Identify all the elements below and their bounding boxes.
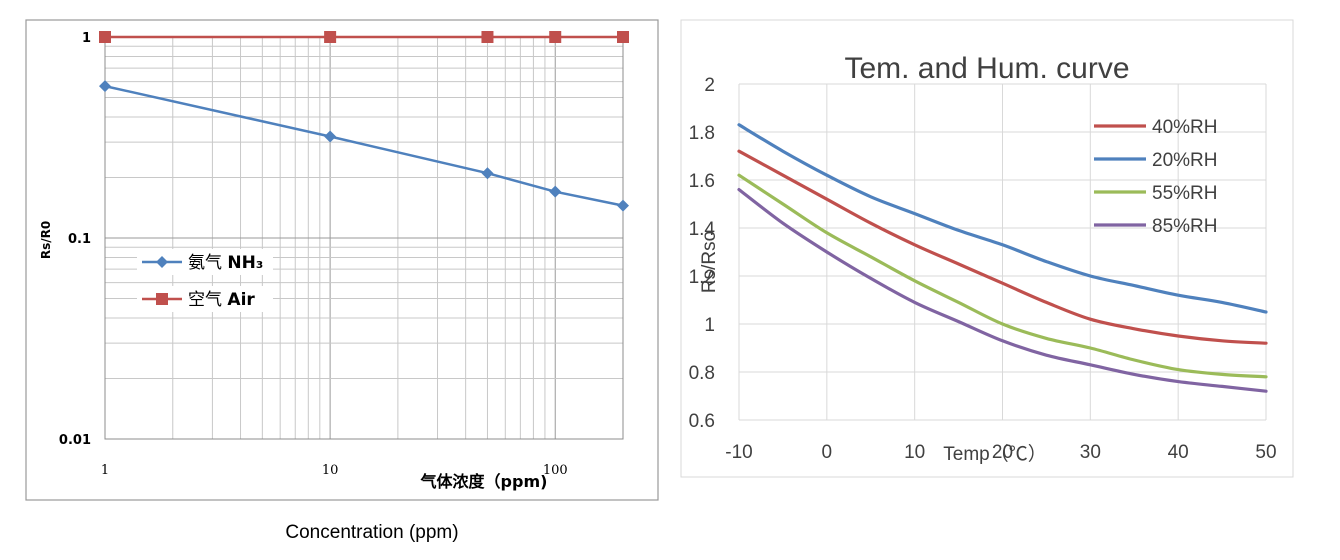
chart-temp-humidity: -10 0 10 20 30 40 50 2 1.8 1.6 1.4 1.2 1 0.8 0.6 Tem. …: [680, 19, 1294, 478]
legend-label-20pct-rh: 20%RH: [1152, 150, 1217, 171]
legend-marker: [156, 256, 168, 268]
chart-temp-grid: [738, 83, 1267, 421]
data-point-air: [324, 31, 337, 43]
legend-label-55pct-rh: 55%RH: [1152, 183, 1217, 204]
chart-nh3-y-axis-label: Rs/R0: [39, 221, 53, 259]
series-line-40pct-rh: [737, 149, 1268, 345]
x-tick-label: -10: [725, 442, 752, 463]
y-tick-label: 1: [704, 315, 715, 336]
y-tick-label: 0.1: [68, 232, 91, 247]
x-tick-label: 30: [1080, 442, 1101, 463]
x-tick-label: 0: [822, 442, 833, 463]
data-point-nh3: [549, 185, 562, 198]
series-line-85pct-rh: [737, 188, 1268, 393]
chart-nh3: 1 10 100 1 0.1 0.01 Rs/R0 气体浓度（ppm) 氨气 NH₃ 空气 …: [25, 19, 659, 501]
y-tick-label: 1.4: [689, 219, 716, 240]
y-tick-label: 1: [82, 31, 91, 46]
chart-temp-frame: [680, 19, 1294, 478]
data-point-nh3: [481, 167, 494, 180]
x-tick-label: 1: [101, 463, 109, 478]
chart-nh3-legend: 氨气 NH₃ 空气 Air: [137, 249, 273, 312]
chart-nh3-frame: [25, 19, 659, 501]
data-point-nh3: [617, 199, 629, 212]
x-tick-label: 10: [904, 442, 925, 463]
y-tick-label: 2: [704, 75, 715, 96]
chart-temp-tick-labels: -10 0 10 20 30 40 50 2 1.8 1.6 1.4 1.2 1 0.8 0.6: [689, 75, 1277, 463]
y-tick-label: 0.8: [689, 363, 715, 384]
legend-label-nh3: 氨气 NH₃: [188, 253, 263, 273]
legend-label-85pct-rh: 85%RH: [1152, 216, 1217, 237]
series-line-55pct-rh: [737, 173, 1268, 379]
legend-label-40pct-rh: 40%RH: [1152, 117, 1217, 138]
y-tick-label: 0.01: [59, 433, 91, 448]
y-tick-label: 1.2: [689, 267, 715, 288]
data-point-air: [481, 31, 494, 43]
chart-temp-x-axis-label: Temp（℃）: [943, 443, 1046, 465]
chart-nh3-grid: [105, 37, 623, 439]
chart-nh3-tick-labels: 1 10 100 1 0.1 0.01: [59, 31, 568, 478]
data-point-nh3: [324, 130, 337, 143]
chart-nh3-caption: Concentration (ppm): [285, 522, 458, 543]
x-tick-label: 20: [992, 442, 1013, 463]
chart-nh3-x-axis-label: 气体浓度（ppm): [420, 472, 548, 491]
chart-temp-y-axis-label: Rs/Rso: [699, 231, 720, 293]
x-tick-label: 10: [322, 463, 339, 478]
data-point-air: [617, 31, 629, 43]
y-tick-label: 1.6: [689, 171, 715, 192]
chart-temp-legend: 40%RH 20%RH 55%RH 85%RH: [1094, 117, 1217, 237]
legend-label-air: 空气 Air: [188, 290, 255, 310]
x-tick-label: 100: [543, 463, 568, 478]
data-point-nh3: [99, 80, 111, 93]
data-point-air: [99, 31, 111, 43]
series-line-20pct-rh: [737, 123, 1268, 314]
legend-marker: [156, 293, 168, 305]
x-tick-label: 50: [1255, 442, 1276, 463]
y-tick-label: 1.8: [689, 123, 715, 144]
chart-temp-series: [737, 123, 1268, 393]
y-tick-label: 0.6: [689, 411, 715, 432]
data-point-air: [549, 31, 562, 43]
x-tick-label: 40: [1168, 442, 1189, 463]
chart-nh3-series: [99, 31, 629, 212]
chart-temp-title: Tem. and Hum. curve: [844, 52, 1129, 85]
